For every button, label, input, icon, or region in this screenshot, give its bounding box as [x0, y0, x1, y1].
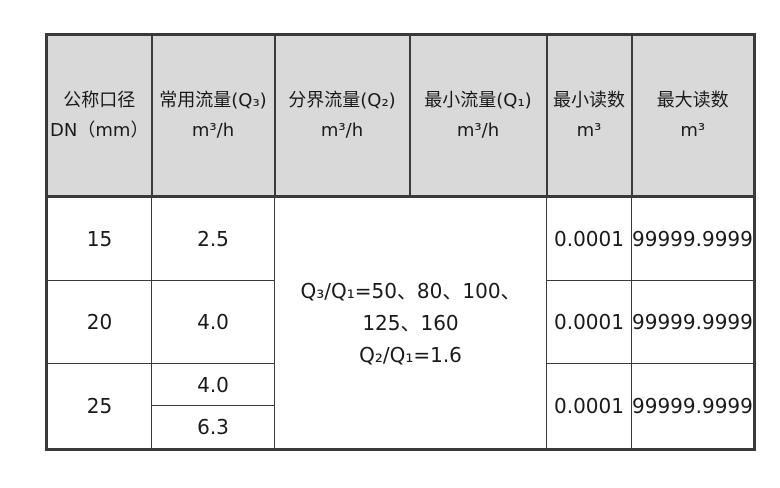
- header-cell-q2: 分界流量(Q₂) m³/h: [273, 33, 411, 198]
- header-unit: m³: [680, 119, 706, 141]
- header-unit: DN（mm）: [50, 119, 149, 141]
- header-label: 公称口径: [63, 89, 136, 111]
- cell-dn: 15: [46, 196, 152, 281]
- cell-dn: 25: [46, 363, 152, 450]
- cell-max-reading: 99999.9999: [631, 196, 755, 281]
- cell-max-reading: 99999.9999: [631, 363, 755, 450]
- cell-ratio-formula: Q₃/Q₁=50、80、100、125、160 Q₂/Q₁=1.6: [274, 196, 547, 450]
- header-unit: m³/h: [320, 119, 364, 141]
- cell-max-reading: 99999.9999: [631, 280, 755, 364]
- cell-q3: 4.0: [151, 280, 275, 364]
- cell-q3: 2.5: [151, 196, 275, 281]
- header-cell-q1: 最小流量(Q₁) m³/h: [408, 33, 548, 198]
- cell-min-reading: 0.0001: [546, 196, 632, 281]
- table-row-dn15: 15 2.5 Q₃/Q₁=50、80、100、125、160 Q₂/Q₁=1.6…: [46, 196, 755, 450]
- header-cell-dn: 公称口径 DN（mm）: [45, 33, 153, 198]
- ratio-formula-line2: Q₂/Q₁=1.6: [359, 343, 462, 367]
- header-row: 公称口径 DN（mm） 常用流量(Q₃) m³/h 分界流量(Q₂) m³/h …: [45, 33, 756, 198]
- header-cell-q3: 常用流量(Q₃) m³/h: [150, 33, 276, 198]
- cell-dn: 20: [46, 280, 152, 364]
- header-label: 最小流量(Q₁): [424, 89, 532, 111]
- table-row-dn25-upper: 25 4.0 0.0001 99999.9999: [46, 363, 755, 450]
- cell-min-reading: 0.0001: [546, 280, 632, 364]
- header-label: 最小读数: [553, 89, 625, 111]
- table-row-dn25-lower: 6.3: [47, 405, 755, 450]
- table-row-dn20: 20 4.0 0.0001 99999.9999: [46, 280, 755, 364]
- header-label: 分界流量(Q₂): [288, 89, 396, 111]
- header-unit: m³/h: [456, 119, 500, 141]
- header-cell-max-reading: 最大读数 m³: [630, 33, 756, 198]
- header-unit: m³: [576, 119, 602, 141]
- water-meter-spec-table: 公称口径 DN（mm） 常用流量(Q₃) m³/h 分界流量(Q₂) m³/h …: [45, 33, 756, 451]
- header-cell-min-reading: 最小读数 m³: [545, 33, 633, 198]
- cell-min-reading: 0.0001: [546, 363, 632, 450]
- cell-q3-lower: 6.3: [151, 405, 275, 450]
- header-label: 常用流量(Q₃): [159, 89, 267, 111]
- header-unit: m³/h: [191, 119, 235, 141]
- header-label: 最大读数: [656, 89, 729, 111]
- cell-q3-upper: 4.0: [151, 363, 275, 406]
- ratio-formula-line1: Q₃/Q₁=50、80、100、125、160: [300, 279, 521, 335]
